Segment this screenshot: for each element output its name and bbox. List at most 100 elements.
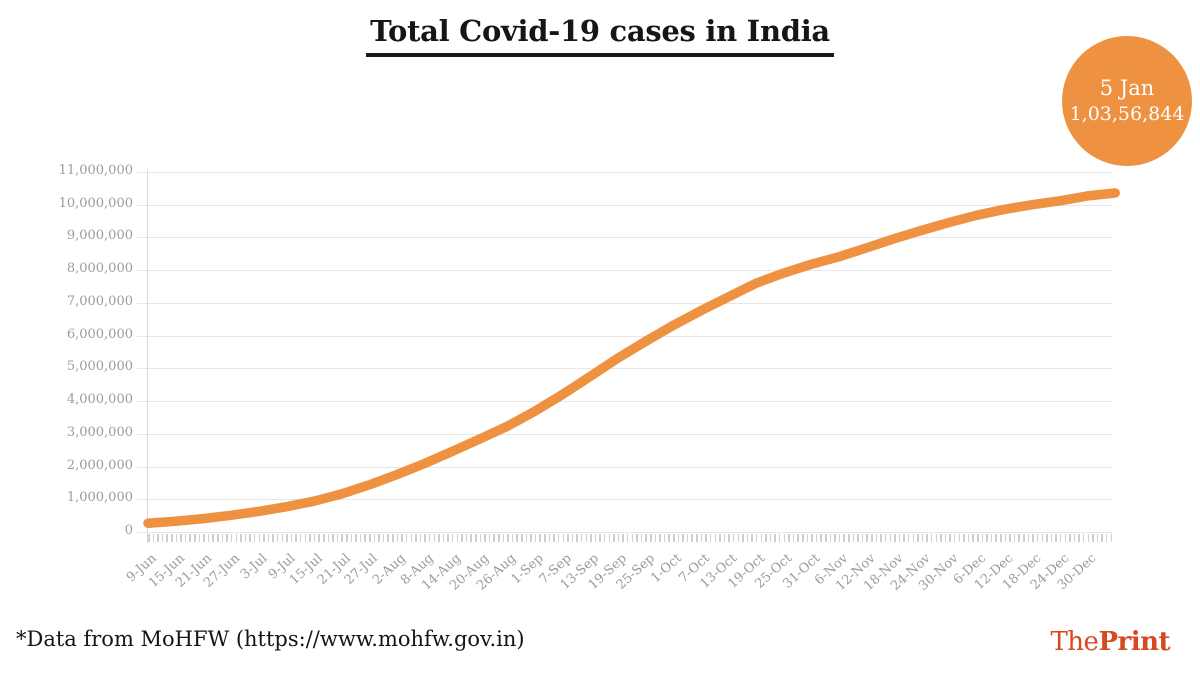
x-minor-tick [470, 534, 472, 542]
x-minor-tick [949, 534, 951, 542]
x-minor-tick [350, 534, 353, 542]
x-minor-tick [852, 534, 855, 542]
x-minor-tick [244, 534, 247, 542]
x-minor-tick [880, 534, 882, 542]
y-tick-label: 5,000,000 [66, 359, 133, 375]
y-tick-label: 3,000,000 [66, 424, 133, 440]
x-minor-tick [152, 534, 155, 542]
y-axis-line [147, 170, 148, 543]
gridline [137, 368, 1112, 370]
x-minor-tick [148, 534, 150, 542]
x-minor-tick [166, 534, 168, 542]
x-minor-tick [557, 534, 560, 542]
x-minor-tick [309, 534, 311, 542]
x-minor-tick [650, 534, 652, 542]
logo-part-print: Print [1098, 627, 1170, 657]
gridline [137, 172, 1112, 173]
x-minor-tick [258, 534, 261, 542]
x-minor-tick [207, 534, 210, 542]
x-minor-tick [802, 534, 804, 542]
x-minor-tick [161, 534, 164, 542]
x-minor-tick [438, 534, 440, 542]
x-minor-tick [415, 534, 417, 542]
x-minor-tick [603, 534, 606, 542]
x-minor-tick [184, 534, 187, 542]
x-minor-tick [405, 534, 408, 542]
x-minor-tick [815, 534, 818, 542]
x-minor-tick [1092, 534, 1094, 542]
x-minor-tick [894, 534, 896, 542]
x-minor-tick [323, 534, 325, 542]
y-tick-label: 4,000,000 [66, 392, 133, 408]
x-minor-tick [995, 534, 997, 542]
x-minor-tick [539, 534, 541, 542]
x-minor-tick [364, 534, 366, 542]
x-minor-tick [1105, 534, 1108, 542]
x-minor-tick [594, 534, 597, 542]
x-minor-tick [392, 534, 394, 542]
x-minor-tick [811, 534, 813, 542]
x-minor-tick [1023, 534, 1025, 542]
x-minor-tick [1055, 534, 1057, 542]
x-minor-tick [590, 534, 592, 542]
x-minor-tick [613, 534, 615, 542]
x-minor-tick [580, 534, 583, 542]
x-minor-tick [755, 534, 758, 542]
x-minor-tick [778, 534, 781, 542]
x-minor-tick [760, 534, 763, 542]
x-minor-tick [355, 534, 357, 542]
x-minor-tick [286, 534, 288, 542]
x-minor-tick [479, 534, 482, 542]
x-minor-tick [521, 534, 523, 542]
x-minor-tick [1013, 534, 1016, 542]
x-minor-tick [240, 534, 242, 542]
x-minor-tick [511, 534, 514, 542]
x-minor-tick [484, 534, 486, 542]
x-minor-tick [382, 534, 385, 542]
x-minor-tick [313, 534, 316, 542]
x-minor-tick [461, 534, 463, 542]
x-minor-tick [456, 534, 459, 542]
x-minor-tick [861, 534, 864, 542]
x-minor-tick [792, 534, 795, 542]
y-tick-label: 2,000,000 [66, 457, 133, 473]
x-minor-tick [967, 534, 970, 542]
x-minor-tick [1096, 534, 1099, 542]
x-minor-tick [631, 534, 634, 542]
x-minor-tick [189, 534, 191, 542]
x-minor-tick [295, 534, 297, 542]
x-minor-tick [576, 534, 578, 542]
x-minor-tick [696, 534, 698, 542]
x-minor-tick [498, 534, 500, 542]
x-minor-tick [217, 534, 219, 542]
x-minor-tick [359, 534, 362, 542]
x-minor-tick [953, 534, 956, 542]
y-tick-label: 11,000,000 [58, 163, 133, 178]
x-minor-tick [272, 534, 274, 542]
x-minor-tick [1027, 534, 1030, 542]
x-minor-tick [502, 534, 505, 542]
x-minor-tick [304, 534, 307, 542]
gridline [137, 335, 1112, 337]
x-minor-tick [171, 534, 173, 542]
x-minor-tick [332, 534, 334, 542]
x-minor-tick [857, 534, 859, 542]
x-minor-tick [267, 534, 270, 542]
x-minor-tick [488, 534, 491, 542]
x-minor-tick [475, 534, 477, 542]
x-minor-tick [940, 534, 942, 542]
x-minor-tick [728, 534, 730, 542]
x-minor-tick [1064, 534, 1067, 542]
x-minor-tick [465, 534, 468, 542]
x-minor-tick [921, 534, 924, 542]
x-minor-tick [742, 534, 744, 542]
x-minor-tick [898, 534, 901, 542]
x-minor-tick [194, 534, 196, 542]
x-minor-tick [1087, 534, 1090, 542]
y-tick-label: 10,000,000 [58, 195, 133, 211]
x-minor-tick [820, 534, 822, 542]
x-minor-tick [447, 534, 449, 542]
y-tick-label: 1,000,000 [66, 490, 133, 506]
x-minor-tick [433, 534, 436, 542]
x-minor-tick [608, 534, 611, 542]
